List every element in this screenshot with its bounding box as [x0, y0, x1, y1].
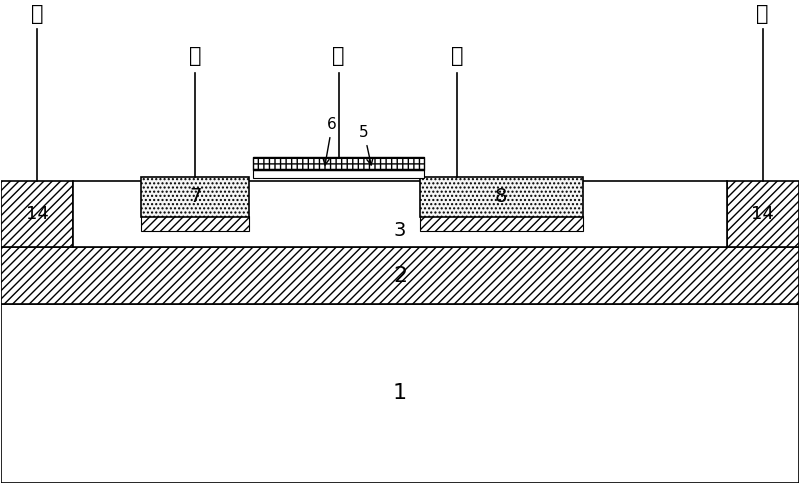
Text: 地: 地 [31, 4, 43, 24]
Bar [253, 157, 424, 170]
Text: 漏: 漏 [451, 46, 464, 66]
Text: 2: 2 [393, 266, 407, 286]
Text: 源: 源 [189, 46, 202, 66]
Bar [253, 157, 424, 170]
Bar [420, 216, 583, 231]
Bar [253, 170, 424, 178]
Bar [420, 177, 583, 217]
Bar [141, 177, 249, 217]
Text: 6: 6 [323, 117, 337, 165]
Bar [141, 216, 249, 231]
Text: 5: 5 [359, 125, 373, 165]
Text: 8: 8 [495, 187, 507, 207]
Text: 7: 7 [189, 187, 202, 207]
Text: 1: 1 [393, 383, 407, 403]
Text: 3: 3 [394, 221, 406, 241]
Text: 地: 地 [757, 4, 769, 24]
Text: 栅: 栅 [332, 46, 345, 66]
Bar [73, 182, 727, 247]
Text: 14: 14 [26, 205, 49, 224]
Bar [2, 247, 798, 304]
Bar [2, 304, 798, 483]
Text: 14: 14 [751, 205, 774, 224]
Bar [2, 182, 73, 247]
Bar [727, 182, 798, 247]
